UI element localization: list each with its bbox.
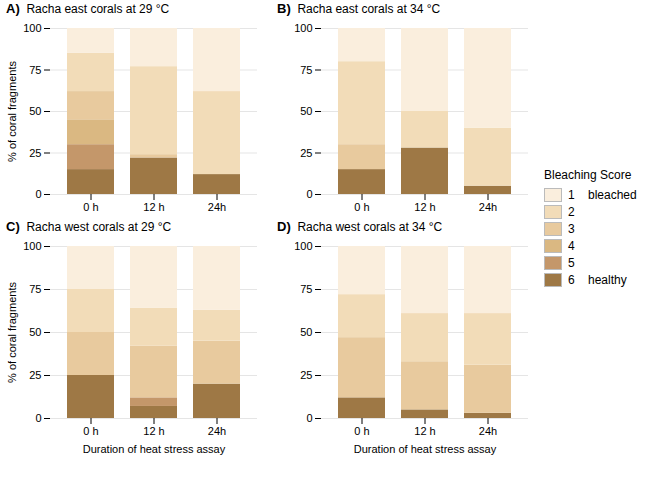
svg-text:75: 75 <box>29 283 41 295</box>
svg-text:25: 25 <box>29 369 41 381</box>
svg-text:0 h: 0 h <box>83 425 98 437</box>
svg-text:100: 100 <box>294 240 312 252</box>
svg-text:12 h: 12 h <box>143 425 164 437</box>
svg-text:24h: 24h <box>208 425 226 437</box>
svg-text:24h: 24h <box>479 201 497 213</box>
svg-text:0: 0 <box>35 412 41 424</box>
html-text:Racha west corals at 29 °C: Racha west corals at 29 °C <box>26 220 172 234</box>
html-text:Bleaching Score: Bleaching Score <box>544 168 632 182</box>
svg-text:24h: 24h <box>208 201 226 213</box>
svg-text:25: 25 <box>300 147 312 159</box>
svg-text:50: 50 <box>300 105 312 117</box>
html-text:A): A) <box>6 1 20 16</box>
svg-text:25: 25 <box>29 147 41 159</box>
html-text:5: 5 <box>568 256 575 270</box>
svg-text:24h: 24h <box>479 425 497 437</box>
svg-text:0: 0 <box>306 412 312 424</box>
svg-text:75: 75 <box>300 283 312 295</box>
svg-text:100: 100 <box>294 22 312 34</box>
svg-text:12 h: 12 h <box>143 201 164 213</box>
html-text:D): D) <box>277 219 291 234</box>
svg-text:0: 0 <box>35 188 41 200</box>
html-text:C): C) <box>6 219 20 234</box>
svg-text:50: 50 <box>29 105 41 117</box>
html-text:B): B) <box>277 1 291 16</box>
svg-text:% of coral fragments: % of coral fragments <box>6 282 18 383</box>
svg-text:100: 100 <box>23 22 41 34</box>
html-text:1 bleached: 1 bleached <box>568 188 637 202</box>
svg-text:Duration of heat stress assay: Duration of heat stress assay <box>354 443 497 455</box>
svg-text:50: 50 <box>29 326 41 338</box>
svg-text:Duration of heat stress assay: Duration of heat stress assay <box>83 443 226 455</box>
svg-text:0 h: 0 h <box>354 425 369 437</box>
svg-text:0 h: 0 h <box>83 201 98 213</box>
html-text:2: 2 <box>568 205 575 219</box>
html-text:Racha west corals at 34 °C: Racha west corals at 34 °C <box>297 220 443 234</box>
html-text:Racha east corals at 34 °C: Racha east corals at 34 °C <box>297 2 441 16</box>
svg-text:12 h: 12 h <box>414 201 435 213</box>
html-text:3: 3 <box>568 222 575 236</box>
svg-text:0 h: 0 h <box>354 201 369 213</box>
svg-text:100: 100 <box>23 240 41 252</box>
svg-text:25: 25 <box>300 369 312 381</box>
svg-text:75: 75 <box>300 64 312 76</box>
svg-text:75: 75 <box>29 64 41 76</box>
svg-text:12 h: 12 h <box>414 425 435 437</box>
html-text:4: 4 <box>568 239 575 253</box>
svg-text:% of coral fragments: % of coral fragments <box>6 61 18 162</box>
html-text:6 healthy: 6 healthy <box>568 273 627 287</box>
svg-text:50: 50 <box>300 326 312 338</box>
svg-text:0: 0 <box>306 188 312 200</box>
html-text:Racha east corals at 29 °C: Racha east corals at 29 °C <box>26 2 170 16</box>
